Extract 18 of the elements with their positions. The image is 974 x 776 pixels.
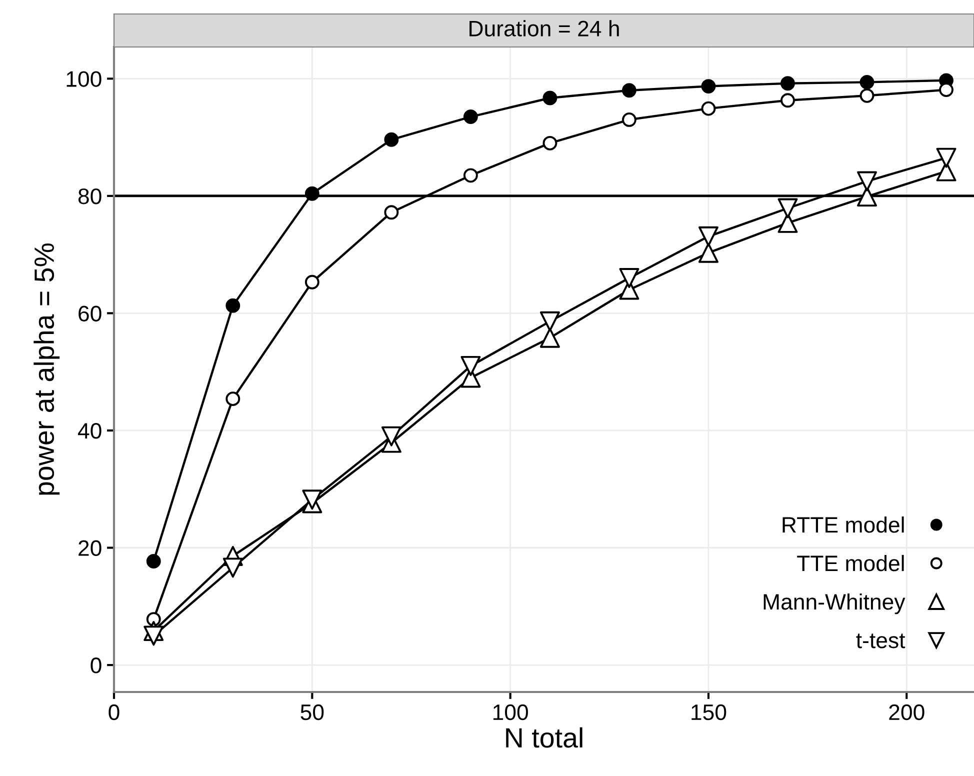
x-tick-label: 150 [692,704,726,720]
chart-title: Duration = 24 h [470,20,619,36]
y-tick-label: 100 [66,71,102,87]
x-tick-label: 100 [493,704,528,720]
legend-label: t-test [856,634,906,648]
x-tick-label: 0 [108,704,120,720]
y-tick-label: 80 [78,188,102,204]
y-tick-label: 60 [78,306,102,322]
legend-label: Mann-Whitney [764,593,906,614]
y-axis-title: power at alpha = 5% [34,243,60,495]
x-tick-label: 50 [300,704,324,720]
y-tick-label: 40 [78,423,102,439]
legend-label: RTTE model [782,516,904,533]
x-axis-title: N total [506,727,582,748]
y-tick-label: 0 [90,658,102,674]
x-tick-label: 200 [889,704,924,720]
y-tick-label: 20 [78,540,102,556]
legend-label: TTE model [797,554,904,572]
